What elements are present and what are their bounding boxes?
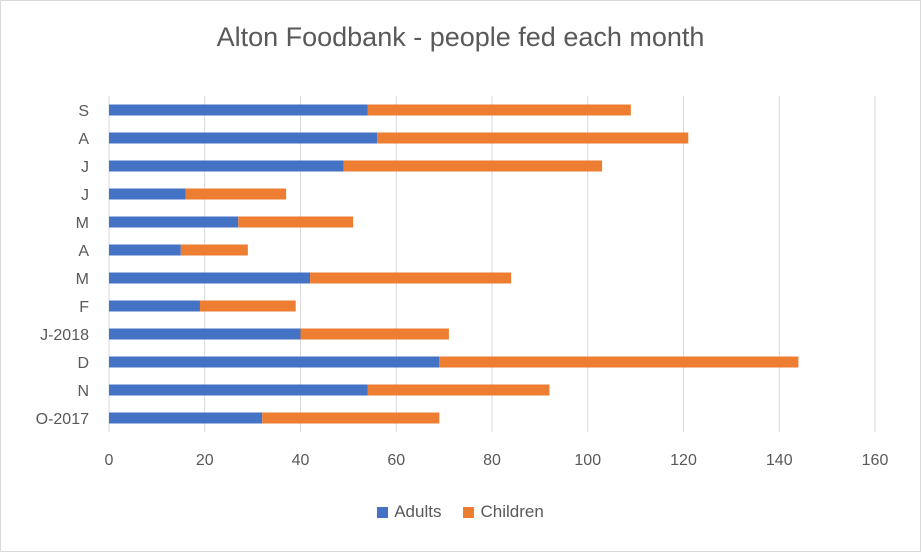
bar-adults	[109, 104, 368, 116]
legend-swatch	[463, 506, 475, 518]
x-tick-label: 40	[292, 452, 310, 469]
y-tick-label: S	[78, 103, 89, 120]
y-tick-label: J	[81, 159, 89, 176]
legend-item-adults: Adults	[377, 502, 441, 522]
y-tick-label: A	[78, 131, 89, 148]
y-tick-label: M	[76, 271, 89, 288]
legend: Adults Children	[0, 502, 921, 522]
bar-children	[185, 188, 287, 200]
y-tick-label: J-2018	[40, 327, 89, 344]
y-tick-label: M	[76, 215, 89, 232]
legend-item-children: Children	[463, 502, 544, 522]
chart-title: Alton Foodbank - people fed each month	[216, 22, 705, 52]
bar-children	[262, 412, 440, 424]
bar-children	[180, 244, 248, 256]
bar-children	[300, 328, 449, 340]
bar-children	[199, 300, 296, 312]
bar-adults	[109, 300, 200, 312]
bar-adults	[109, 384, 368, 396]
legend-label: Adults	[394, 502, 442, 521]
y-tick-label: D	[77, 355, 89, 372]
bar-adults	[109, 216, 239, 228]
legend-swatch	[377, 506, 389, 518]
bar-adults	[109, 132, 378, 144]
bar-adults	[109, 244, 181, 256]
legend-label: Children	[480, 502, 544, 521]
bar-adults	[109, 272, 311, 284]
y-tick-label: N	[77, 383, 89, 400]
x-tick-label: 80	[483, 452, 501, 469]
y-tick-label: F	[79, 299, 89, 316]
bar-children	[439, 356, 799, 368]
x-tick-label: 20	[196, 452, 214, 469]
x-tick-label: 120	[670, 452, 697, 469]
y-tick-label: O-2017	[36, 411, 89, 428]
bar-adults	[109, 160, 344, 172]
x-tick-label: 160	[862, 452, 889, 469]
y-tick-label: A	[78, 243, 89, 260]
x-tick-label: 60	[387, 452, 405, 469]
bar-adults	[109, 188, 186, 200]
y-tick-label: J	[81, 187, 89, 204]
bar-children	[367, 104, 631, 116]
bar-children	[310, 272, 512, 284]
x-tick-label: 0	[105, 452, 114, 469]
bar-children	[238, 216, 354, 228]
bar-adults	[109, 356, 440, 368]
bar-children	[377, 132, 689, 144]
bar-adults	[109, 412, 263, 424]
x-tick-label: 140	[766, 452, 793, 469]
bar-children	[367, 384, 550, 396]
bar-adults	[109, 328, 301, 340]
x-tick-label: 100	[574, 452, 601, 469]
bar-children	[343, 160, 603, 172]
